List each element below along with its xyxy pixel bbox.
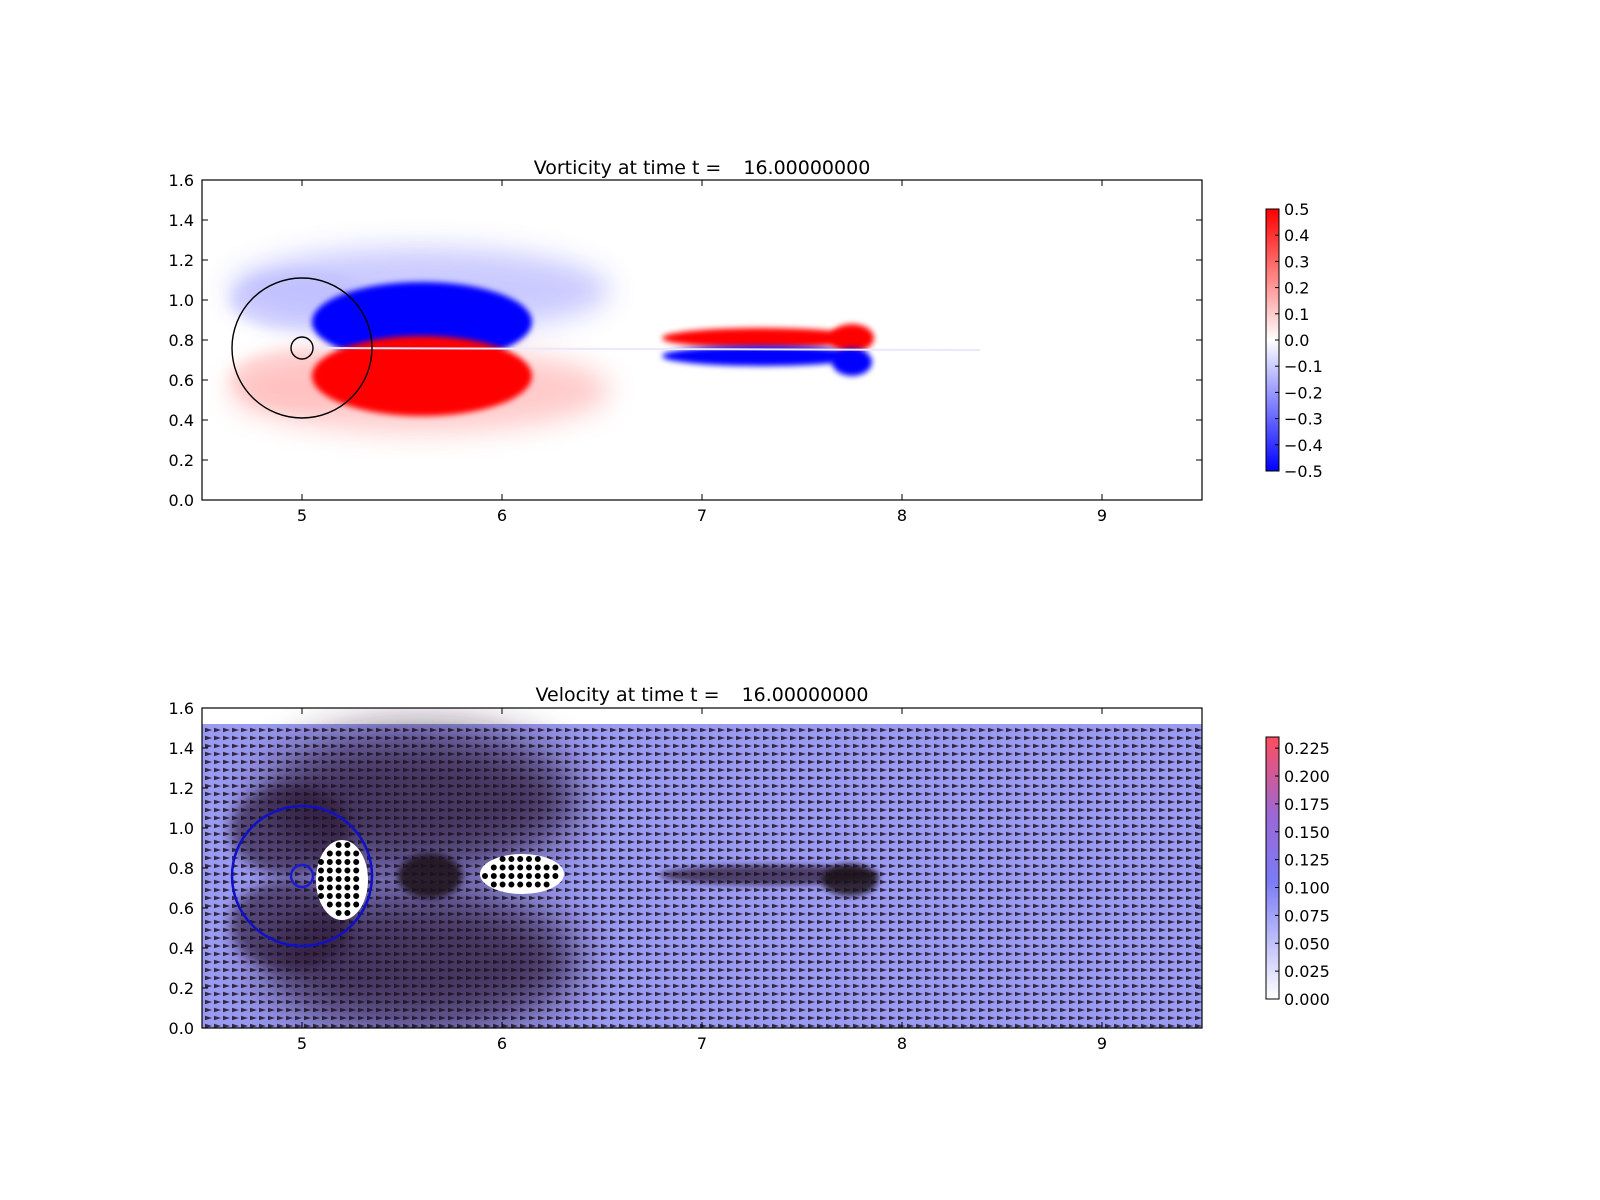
colorbar-tick-label: 0.3 — [1284, 252, 1309, 271]
vorticity-cylinder — [290, 336, 314, 360]
y-tick-label: 1.2 — [169, 779, 194, 798]
colorbar-tick-label: 0.100 — [1284, 879, 1330, 898]
colorbar-tick-label: 0.5 — [1284, 200, 1309, 219]
x-tick-label: 9 — [1097, 506, 1107, 525]
x-tick-label: 6 — [497, 506, 507, 525]
vorticity-shear-line — [309, 347, 981, 351]
colorbar-tick-label: 0.175 — [1284, 795, 1330, 814]
vortex-negative — [662, 346, 862, 366]
y-tick-label: 0.8 — [169, 331, 194, 350]
y-tick-label: 0.8 — [169, 859, 194, 878]
vorticity-title-time: 16.00000000 — [743, 157, 870, 179]
x-tick-label: 5 — [297, 1034, 307, 1053]
y-tick-label: 0.6 — [169, 899, 194, 918]
colorbar-tick-label: −0.3 — [1284, 410, 1323, 429]
colorbar-tick-label: 0.200 — [1284, 767, 1330, 786]
x-tick-label: 6 — [497, 1034, 507, 1053]
y-tick-label: 1.2 — [169, 251, 194, 270]
velocity-field — [202, 724, 1202, 1028]
velocity-arrows — [205, 727, 1202, 1028]
y-tick-label: 1.0 — [169, 291, 194, 310]
colorbar-tick-label: 0.225 — [1284, 739, 1330, 758]
x-tick-label: 7 — [697, 1034, 707, 1053]
velocity-cylinder — [289, 863, 315, 889]
vortex-positive — [312, 336, 532, 416]
velocity-colorbar — [1265, 736, 1280, 1000]
y-tick-label: 0.2 — [169, 451, 194, 470]
y-tick-label: 0.0 — [169, 491, 194, 510]
vortex-negative — [328, 312, 376, 340]
vortex-positive — [328, 356, 376, 384]
colorbar-tick-label: 0.075 — [1284, 906, 1330, 925]
velocity-title-time: 16.00000000 — [742, 684, 869, 706]
vorticity-title-label: Vorticity at time t = — [534, 157, 722, 179]
x-tick-label: 5 — [297, 506, 307, 525]
y-tick-label: 1.0 — [169, 819, 194, 838]
colorbar-tick-label: 0.4 — [1284, 226, 1309, 245]
y-tick-label: 0.6 — [169, 371, 194, 390]
velocity-inflow-circle — [230, 804, 374, 948]
vorticity-field — [230, 248, 981, 432]
colorbar-tick-label: 0.150 — [1284, 823, 1330, 842]
y-tick-label: 0.0 — [169, 1019, 194, 1038]
y-tick-label: 0.4 — [169, 411, 194, 430]
colorbar-tick-label: 0.125 — [1284, 851, 1330, 870]
x-tick-label: 9 — [1097, 1034, 1107, 1053]
colorbar-tick-label: −0.5 — [1284, 462, 1323, 481]
colorbar-tick-label: −0.4 — [1284, 436, 1323, 455]
vorticity-title: Vorticity at time t = 16.00000000 — [534, 157, 871, 179]
vorticity-plot: Vorticity at time t = 16.00000000 5 6 7 8 9 0.… — [169, 157, 1323, 525]
velocity-plot: Velocity at time t = 16.00000000 5 6 7 8 9 0.0… — [169, 684, 1330, 1053]
stagnant-dots — [318, 842, 360, 916]
colorbar-tick-label: 0.050 — [1284, 934, 1330, 953]
colorbar-tick-label: −0.2 — [1284, 383, 1323, 402]
vortex-positive — [662, 328, 862, 348]
y-tick-label: 1.4 — [169, 739, 194, 758]
y-tick-label: 1.4 — [169, 211, 194, 230]
y-tick-label: 0.2 — [169, 979, 194, 998]
colorbar-tick-label: 0.025 — [1284, 962, 1330, 981]
vortex-positive — [830, 324, 874, 352]
colorbar-tick-label: 0.1 — [1284, 305, 1309, 324]
colorbar-tick-label: −0.1 — [1284, 357, 1323, 376]
velocity-title-label: Velocity at time t = — [535, 684, 719, 706]
y-tick-label: 1.6 — [169, 171, 194, 190]
velocity-title: Velocity at time t = 16.00000000 — [535, 684, 868, 706]
colorbar-tick-label: 0.0 — [1284, 331, 1309, 350]
x-tick-label: 8 — [897, 1034, 907, 1053]
velocity-wake-far — [822, 864, 878, 896]
vortex-negative — [832, 348, 872, 376]
y-tick-label: 0.4 — [169, 939, 194, 958]
x-tick-label: 8 — [897, 506, 907, 525]
vorticity-inflow-circle — [231, 277, 373, 419]
colorbar-tick-label: 0.000 — [1284, 990, 1330, 1009]
colorbar-tick-label: 0.2 — [1284, 279, 1309, 298]
x-tick-label: 7 — [697, 506, 707, 525]
y-tick-label: 1.6 — [169, 699, 194, 718]
